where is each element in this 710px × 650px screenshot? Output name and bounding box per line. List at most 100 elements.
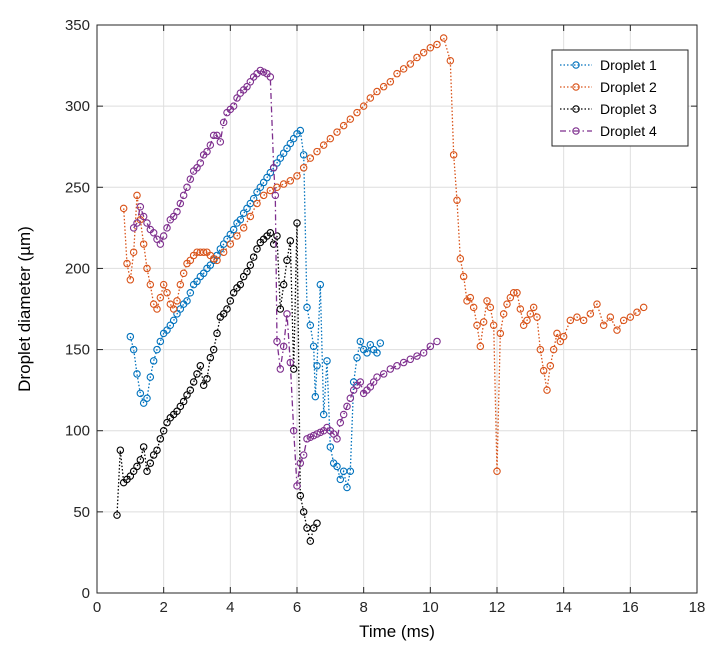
data-point — [133, 219, 141, 227]
data-point — [479, 318, 488, 326]
data-point — [246, 212, 255, 221]
data-point — [266, 228, 275, 237]
data-point — [153, 305, 161, 313]
data-point — [606, 313, 615, 321]
data-point — [526, 310, 535, 318]
data-point — [299, 151, 308, 159]
data-point — [346, 467, 355, 476]
data-point — [579, 316, 588, 325]
data-point — [559, 332, 568, 341]
legend-item: Droplet 3 — [560, 101, 657, 117]
legend-swatch-marker — [572, 61, 580, 69]
data-point — [266, 73, 275, 81]
data-point — [356, 378, 365, 386]
data-point — [311, 392, 320, 401]
data-point — [133, 462, 141, 471]
data-point — [236, 280, 245, 289]
x-axis-title: Time (ms) — [359, 622, 435, 641]
data-point — [199, 248, 208, 256]
data-point — [613, 326, 621, 334]
data-point — [286, 177, 295, 185]
data-point — [156, 337, 165, 346]
data-point — [179, 191, 188, 200]
data-point — [513, 289, 521, 297]
data-point — [186, 386, 195, 394]
data-point — [266, 186, 275, 195]
y-tick-label: 200 — [65, 260, 90, 277]
x-tick-label: 18 — [689, 599, 706, 616]
data-point — [116, 446, 125, 454]
x-tick-label: 2 — [159, 599, 167, 616]
data-point — [586, 310, 595, 318]
data-point — [219, 248, 228, 256]
y-tick-label: 50 — [73, 504, 90, 521]
data-point — [599, 321, 608, 329]
data-point — [639, 303, 648, 312]
data-point — [299, 508, 308, 516]
data-point — [373, 87, 381, 96]
data-point — [399, 358, 408, 367]
data-point — [193, 370, 201, 378]
data-point — [386, 365, 395, 373]
data-point — [283, 310, 291, 318]
data-point — [399, 65, 408, 73]
data-point — [413, 352, 421, 360]
x-tick-label: 14 — [555, 599, 572, 616]
data-point — [173, 207, 181, 216]
data-point — [293, 219, 301, 227]
data-point — [339, 121, 348, 130]
data-point — [226, 240, 235, 248]
data-point — [136, 456, 145, 464]
data-point — [306, 154, 315, 162]
data-point — [523, 316, 531, 325]
x-tick-label: 12 — [489, 599, 506, 616]
data-point — [279, 342, 288, 351]
series-layer — [113, 34, 648, 545]
data-point — [316, 280, 325, 289]
legend-label: Droplet 1 — [600, 57, 657, 73]
data-point — [136, 203, 145, 211]
data-point — [149, 357, 158, 365]
data-point — [169, 316, 178, 325]
data-point — [539, 366, 548, 375]
data-point — [459, 272, 468, 281]
data-point — [233, 232, 241, 240]
legend-swatch-marker — [572, 127, 580, 135]
x-tick-label: 8 — [359, 599, 367, 616]
ticks-layer: 0 2 4 6 8 10 12 14 16 18 0 50 100 150 200 250 300 350 — [65, 17, 705, 616]
data-point — [199, 381, 208, 390]
data-point — [333, 128, 341, 136]
y-axis-title: Droplet diameter (µm) — [15, 226, 34, 392]
data-point — [379, 370, 388, 378]
data-point — [346, 115, 355, 123]
data-point — [179, 269, 188, 278]
data-point — [149, 228, 158, 237]
series-4-line — [133, 69, 438, 486]
y-tick-label: 350 — [65, 17, 90, 34]
legend-label: Droplet 2 — [600, 79, 657, 95]
data-point — [626, 313, 635, 321]
data-point — [203, 147, 211, 156]
legend: Droplet 1 Droplet 2 Droplet 3 Droplet 4 — [551, 49, 689, 147]
data-point — [286, 358, 295, 367]
y-tick-label: 0 — [82, 585, 90, 602]
data-point — [176, 199, 185, 208]
data-point — [269, 164, 278, 172]
data-point — [533, 313, 541, 321]
data-point — [209, 131, 218, 140]
data-point — [229, 225, 238, 234]
data-point — [226, 297, 235, 305]
data-point — [223, 305, 231, 313]
data-point — [633, 308, 641, 316]
data-point — [433, 40, 441, 49]
data-point — [296, 126, 305, 135]
data-point — [453, 196, 461, 205]
data-point — [309, 342, 318, 351]
data-point — [213, 256, 221, 265]
data-point — [143, 394, 151, 403]
data-point — [259, 191, 268, 200]
data-point — [373, 373, 381, 381]
data-point — [119, 204, 128, 213]
data-point — [123, 259, 131, 268]
data-point — [486, 303, 495, 312]
